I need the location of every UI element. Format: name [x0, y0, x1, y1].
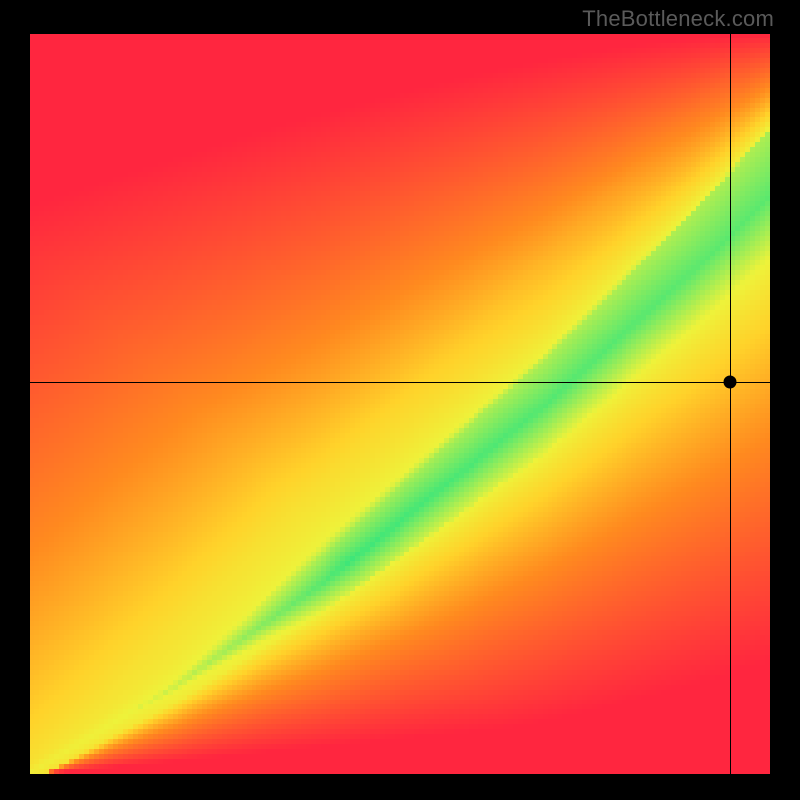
- crosshair-horizontal: [30, 382, 770, 383]
- crosshair-marker: [724, 375, 737, 388]
- plot-area: [30, 34, 770, 774]
- watermark-text: TheBottleneck.com: [582, 6, 774, 32]
- crosshair-vertical: [730, 34, 731, 774]
- heatmap-canvas: [30, 34, 770, 774]
- chart-container: TheBottleneck.com: [0, 0, 800, 800]
